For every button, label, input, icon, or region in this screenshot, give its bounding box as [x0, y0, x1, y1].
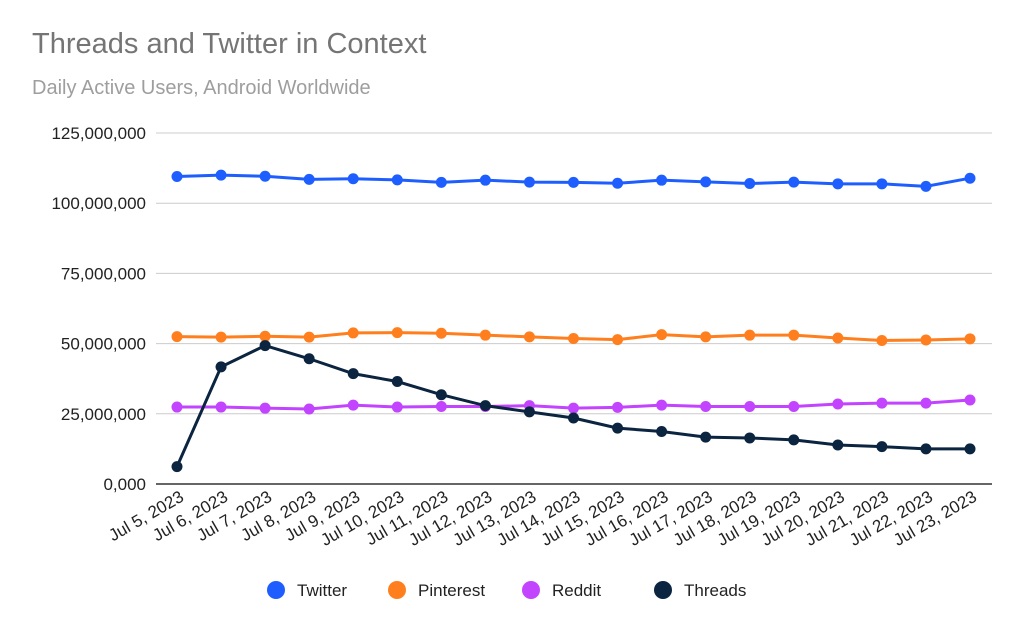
data-point — [700, 331, 712, 343]
data-point — [303, 331, 315, 343]
y-tick-label: 75,000,000 — [61, 264, 146, 283]
data-point — [215, 361, 227, 373]
data-point — [876, 335, 888, 347]
data-point — [612, 401, 624, 413]
data-point — [347, 327, 359, 339]
data-point — [215, 169, 227, 181]
series-pinterest — [171, 327, 976, 347]
data-point — [656, 329, 668, 341]
y-tick-label: 0,000 — [103, 475, 146, 494]
legend-marker-icon — [522, 581, 540, 599]
legend-label: Reddit — [552, 581, 601, 600]
data-point — [171, 461, 183, 473]
y-tick-label: 125,000,000 — [51, 124, 146, 143]
y-tick-label: 50,000,000 — [61, 335, 146, 354]
data-point — [435, 327, 447, 339]
data-point — [700, 400, 712, 412]
data-point — [656, 425, 668, 437]
legend-marker-icon — [267, 581, 285, 599]
data-point — [964, 172, 976, 184]
legend-item-pinterest: Pinterest — [388, 581, 485, 600]
data-point — [479, 400, 491, 412]
chart-title: Threads and Twitter in Context — [32, 28, 427, 60]
data-point — [964, 333, 976, 345]
data-point — [347, 399, 359, 411]
data-point — [171, 171, 183, 183]
chart-subtitle: Daily Active Users, Android Worldwide — [32, 77, 371, 99]
data-point — [435, 389, 447, 401]
data-point — [832, 439, 844, 451]
data-point — [303, 173, 315, 185]
data-point — [259, 402, 271, 414]
data-point — [656, 174, 668, 186]
data-point — [920, 334, 932, 346]
data-point — [391, 327, 403, 339]
data-point — [347, 173, 359, 185]
legend-label: Pinterest — [418, 581, 485, 600]
data-point — [832, 332, 844, 344]
data-point — [259, 330, 271, 342]
data-point — [744, 178, 756, 190]
data-point — [435, 400, 447, 412]
data-point — [479, 329, 491, 341]
data-point — [964, 394, 976, 406]
data-point — [259, 340, 271, 352]
data-point — [788, 329, 800, 341]
data-point — [876, 397, 888, 409]
data-point — [303, 403, 315, 415]
legend-item-twitter: Twitter — [267, 581, 347, 600]
data-point — [523, 176, 535, 188]
data-point — [920, 180, 932, 192]
data-point — [215, 401, 227, 413]
data-point — [964, 443, 976, 455]
data-point — [744, 432, 756, 444]
series-twitter — [171, 169, 976, 192]
data-point — [479, 174, 491, 186]
series-threads — [171, 340, 976, 473]
data-point — [568, 402, 579, 414]
data-point — [523, 331, 535, 343]
data-point — [656, 399, 668, 411]
data-point — [171, 331, 183, 343]
data-point — [832, 178, 844, 190]
legend-marker-icon — [654, 581, 672, 599]
y-tick-label: 25,000,000 — [61, 405, 146, 424]
data-point — [920, 397, 932, 409]
data-point — [171, 401, 183, 413]
data-point — [832, 398, 844, 410]
data-point — [391, 174, 403, 186]
data-point — [876, 178, 888, 190]
data-point — [568, 333, 579, 345]
data-point — [523, 406, 535, 418]
data-point — [391, 401, 403, 413]
data-point — [303, 353, 315, 365]
data-point — [347, 368, 359, 380]
data-point — [920, 443, 932, 455]
data-point — [788, 176, 800, 188]
data-point — [612, 177, 624, 189]
data-point — [391, 376, 403, 388]
data-point — [259, 170, 271, 182]
data-point — [568, 176, 579, 188]
data-point — [788, 400, 800, 412]
data-point — [612, 334, 624, 346]
legend-item-threads: Threads — [654, 581, 746, 600]
data-point — [788, 434, 800, 446]
y-tick-label: 100,000,000 — [51, 194, 146, 213]
data-point — [568, 412, 579, 424]
series-reddit — [171, 394, 976, 415]
data-point — [700, 431, 712, 443]
legend-marker-icon — [388, 581, 406, 599]
data-point — [876, 441, 888, 453]
data-point — [700, 176, 712, 188]
legend-item-reddit: Reddit — [522, 581, 601, 600]
data-point — [612, 422, 624, 434]
legend-label: Twitter — [297, 581, 347, 600]
legend-label: Threads — [684, 581, 746, 600]
data-point — [435, 176, 447, 188]
data-point — [215, 331, 227, 343]
data-point — [744, 329, 756, 341]
data-point — [744, 400, 756, 412]
